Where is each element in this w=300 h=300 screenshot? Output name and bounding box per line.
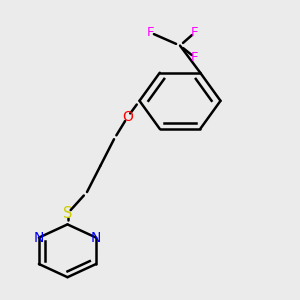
Text: O: O	[122, 110, 133, 124]
Text: F: F	[146, 26, 154, 39]
Text: F: F	[191, 51, 199, 64]
Text: N: N	[34, 231, 44, 244]
Text: N: N	[91, 231, 101, 244]
Text: F: F	[191, 26, 199, 39]
Text: S: S	[63, 206, 72, 221]
